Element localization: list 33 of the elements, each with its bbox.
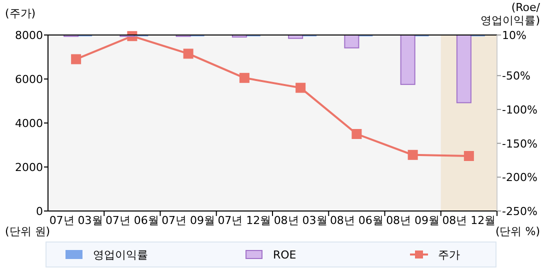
x-tick-label: 08년 09월: [386, 214, 440, 227]
y2-axis-title: (Roe/ 영업이익률): [480, 1, 540, 27]
text: (단위 %): [495, 225, 540, 238]
point: [183, 48, 194, 59]
point: [408, 150, 418, 160]
y-tick-label: 6000: [15, 73, 43, 86]
x-tick-label: 07년 03월: [49, 214, 103, 227]
y-tick-label: 2000: [15, 161, 43, 174]
point: [239, 72, 250, 83]
x-tick-label: 08년 06월: [330, 214, 384, 227]
text: (단위 원): [5, 225, 50, 238]
y-axis-title: (주가): [5, 7, 36, 20]
point: [71, 54, 82, 64]
point: [464, 151, 474, 161]
x-tick-label: 08년 12월: [442, 214, 496, 227]
point: [296, 82, 306, 93]
legend-label: 주가: [438, 248, 460, 262]
y2-tick-label: -100%: [502, 103, 538, 116]
legend-label: 영업이익률: [93, 248, 148, 262]
y2-tick-label: 10%: [502, 29, 526, 42]
x-tick-label: 07년 12월: [218, 214, 272, 227]
legend-label: ROE: [273, 248, 296, 262]
x-tick-label: 07년 09월: [162, 214, 216, 227]
y-tick-label: 8000: [15, 29, 43, 42]
x-tick-label: 07년 06월: [105, 214, 159, 227]
y-tick-label: 0: [36, 205, 43, 218]
y2-tick-label: -200%: [502, 171, 538, 184]
point: [352, 129, 362, 139]
x-tick-label: 08년 03월: [274, 214, 328, 227]
y2-tick-label: -50%: [502, 70, 530, 83]
y2-tick-label: -150%: [502, 137, 538, 150]
y2-tick-label: -250%: [502, 205, 538, 218]
y-tick-label: 4000: [15, 117, 43, 130]
